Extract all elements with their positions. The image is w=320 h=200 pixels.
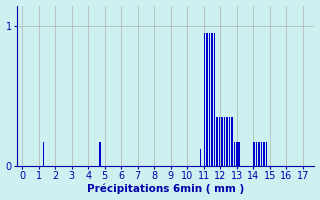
Bar xyxy=(236,142,238,166)
Bar xyxy=(266,142,268,166)
Bar xyxy=(228,117,230,166)
Bar xyxy=(238,142,240,166)
Bar xyxy=(261,142,262,166)
X-axis label: Précipitations 6min ( mm ): Précipitations 6min ( mm ) xyxy=(87,184,244,194)
Bar xyxy=(216,117,218,166)
Bar xyxy=(99,142,100,166)
Bar xyxy=(256,142,258,166)
Bar xyxy=(234,142,235,166)
Bar xyxy=(253,142,255,166)
Bar xyxy=(263,142,265,166)
Bar xyxy=(221,117,223,166)
Bar xyxy=(209,33,211,166)
Bar xyxy=(43,142,44,166)
Bar xyxy=(226,117,228,166)
Bar xyxy=(258,142,260,166)
Bar xyxy=(206,33,208,166)
Bar xyxy=(231,117,233,166)
Bar xyxy=(214,33,215,166)
Bar xyxy=(224,117,225,166)
Bar xyxy=(211,33,213,166)
Bar xyxy=(200,149,201,166)
Bar xyxy=(219,117,220,166)
Bar xyxy=(204,33,205,166)
